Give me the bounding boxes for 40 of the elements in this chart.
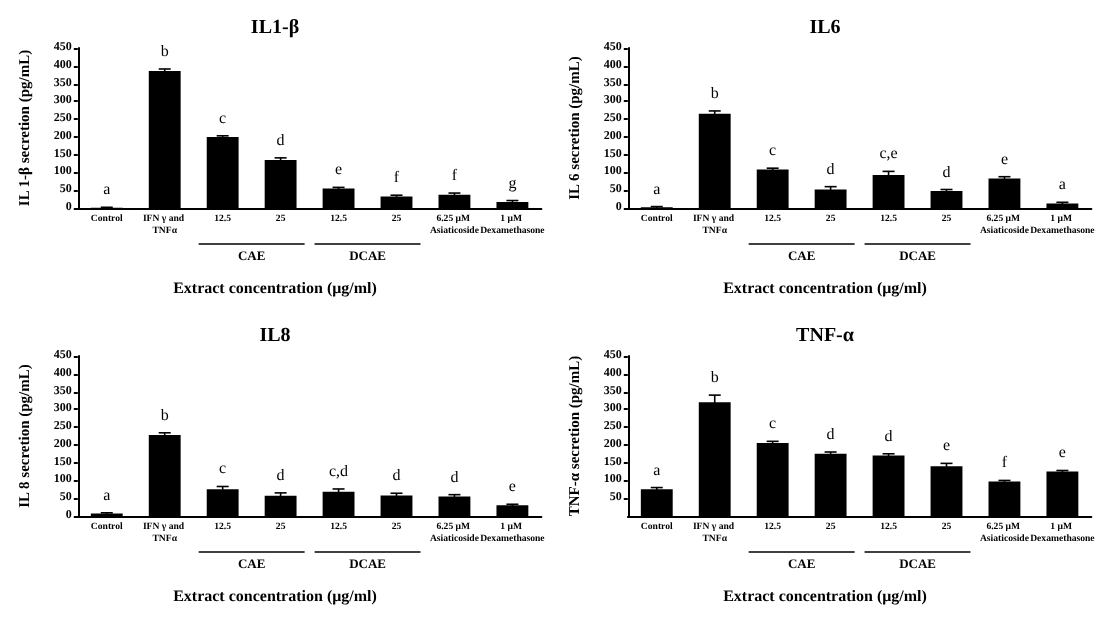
data-label: b <box>160 405 169 424</box>
data-label: e <box>942 436 951 455</box>
data-label: f <box>1001 453 1008 472</box>
data-label: a <box>1058 175 1067 194</box>
data-label: b <box>160 41 169 60</box>
data-label: e <box>1058 443 1067 462</box>
x-axis-title: Extract concentration (μg/ml) <box>173 587 378 605</box>
data-label: d <box>826 159 835 178</box>
data-label: d <box>884 426 893 445</box>
data-label: d <box>450 467 459 486</box>
data-label: e <box>335 160 343 179</box>
data-label: e <box>508 477 517 496</box>
data-label: d <box>392 466 401 485</box>
data-label: b <box>710 83 719 102</box>
data-label: d <box>276 130 285 149</box>
data-label: a <box>653 460 662 479</box>
data-label: e <box>1000 149 1009 168</box>
data-label: d <box>826 425 835 443</box>
x-axis-title: Extract concentration (μg/ml) <box>723 279 928 297</box>
data-label: a <box>103 485 112 504</box>
data-label: c <box>769 414 778 433</box>
data-label: f <box>451 166 458 185</box>
data-label: a <box>103 180 112 199</box>
data-label: d <box>942 162 951 181</box>
x-axis-title: Extract concentration (μg/ml) <box>723 587 928 605</box>
data-label: c <box>219 459 228 478</box>
data-label: b <box>710 368 719 387</box>
chart-title: IL1-β <box>250 17 300 39</box>
data-label: a <box>653 179 662 198</box>
data-label: c <box>769 141 778 160</box>
x-axis-title: Extract concentration (μg/ml) <box>173 279 378 297</box>
chart-title: IL8 <box>259 325 291 347</box>
data-label: c,d <box>329 461 349 480</box>
chart-title: IL6 <box>809 17 841 39</box>
data-label: c,e <box>879 144 899 163</box>
data-label: g <box>508 173 517 192</box>
chart-title: TNF-α <box>796 325 855 347</box>
data-label: d <box>276 465 285 484</box>
data-label: c <box>219 108 228 127</box>
data-label: f <box>393 168 400 187</box>
